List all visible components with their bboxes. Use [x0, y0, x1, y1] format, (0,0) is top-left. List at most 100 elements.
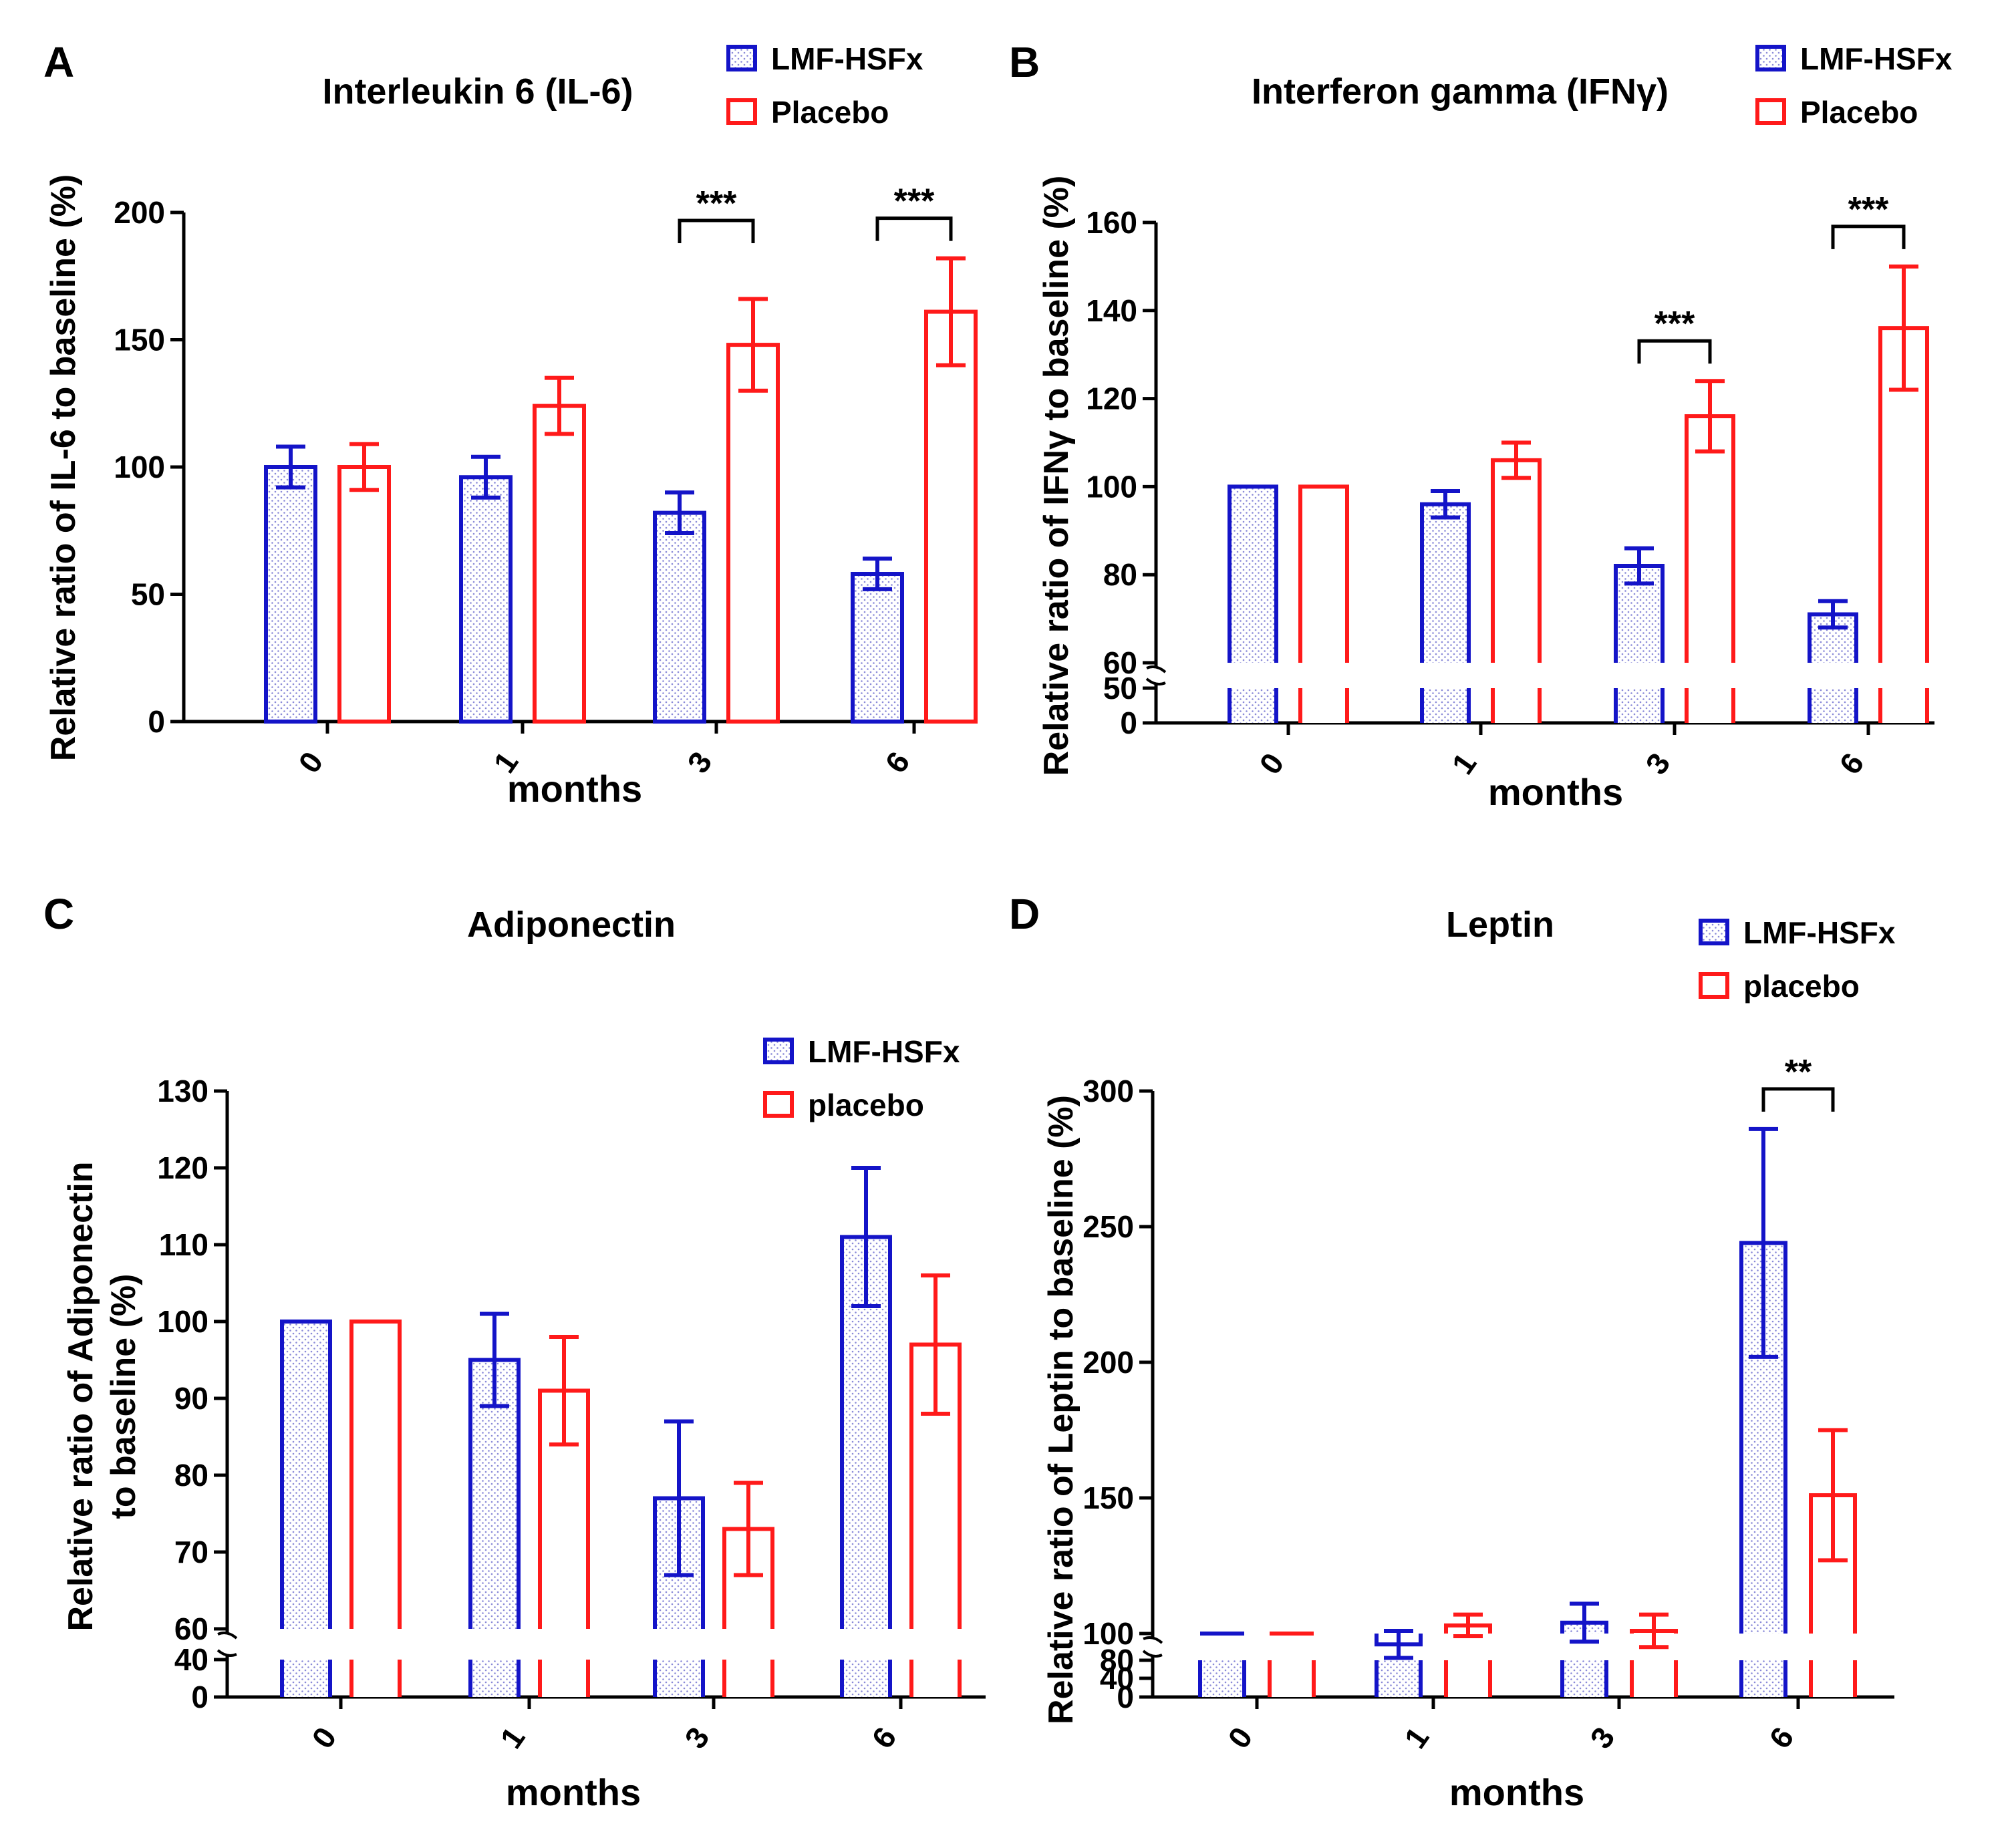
bar-outline	[280, 1320, 332, 1629]
bar-fill	[851, 572, 904, 724]
bar-lmf-m6	[1808, 599, 1858, 723]
bar-fill	[540, 1660, 588, 1697]
x-tick-label: 1	[1445, 746, 1483, 780]
bar-placebo-m6	[1809, 1428, 1857, 1697]
y-axis-title: Relative ratio of Leptin to baseline (%)	[1042, 1095, 1081, 1724]
bar-fill	[1422, 688, 1469, 723]
bar-fill	[1880, 688, 1927, 723]
y-tick-label: 150	[1083, 1481, 1134, 1515]
bar-fill	[282, 1660, 330, 1697]
legend-label: placebo	[1743, 969, 1860, 1004]
bracket-line	[1761, 1087, 1835, 1112]
y-tick-label: 120	[157, 1150, 208, 1185]
bar-placebo-m0	[349, 1320, 402, 1697]
y-tick-label: 140	[1086, 293, 1137, 328]
bar-lmf-m0	[1228, 484, 1278, 723]
panel-a: A Interleukin 6 (IL-6) LMF-HSFx Placebo 0 50 1…	[43, 38, 978, 810]
axis-break-mark	[1146, 665, 1167, 673]
legend: LMF-HSFx Placebo	[1755, 41, 1953, 130]
x-tick-label: 6	[865, 1720, 903, 1754]
bar-lmf-m6	[840, 1166, 892, 1697]
y-tick-label: 120	[1086, 381, 1137, 416]
y-axis-title: Relative ratio of Adiponectin	[61, 1161, 100, 1631]
bar-lmf-m0	[264, 444, 317, 724]
significance-bracket: ***	[875, 182, 953, 241]
bar-lmf-m3	[1560, 1601, 1608, 1697]
panel-c: C AdiponectinLMF-HSFxplacebo0406070809010…	[43, 890, 986, 1813]
y-tick-label: 60	[1103, 645, 1137, 680]
y-tick-label: 40	[1100, 1661, 1134, 1696]
x-axis-title: months	[506, 1771, 641, 1813]
bar-fill	[264, 465, 317, 724]
y-tick-label: 100	[114, 450, 165, 484]
bar-placebo-m3	[722, 1481, 774, 1697]
y-tick-label: 0	[148, 704, 165, 739]
chart-title: Interferon gamma (IFNγ)	[1252, 71, 1669, 112]
y-tick-label: 100	[1083, 1616, 1134, 1651]
significance-bracket: **	[1761, 1053, 1835, 1112]
bracket-line	[678, 218, 755, 243]
y-tick-label: 200	[1083, 1345, 1134, 1380]
panel-b: B Interferon gamma (IFNγ) LMF-HSFx Placebo 0…	[1009, 38, 1953, 813]
bar-fill	[924, 309, 978, 724]
legend-swatch	[726, 98, 757, 125]
chart-title: Adiponectin	[467, 905, 676, 945]
bar-placebo-m3	[726, 297, 780, 724]
legend-swatch	[1755, 98, 1786, 125]
bar-fill	[1230, 688, 1276, 723]
bar-fill	[1562, 1660, 1606, 1697]
y-tick-label: 40	[174, 1642, 208, 1677]
bracket-line	[875, 216, 953, 241]
bar-fill	[459, 475, 513, 724]
y-tick-label: 0	[191, 1680, 208, 1714]
panel-label: A	[43, 38, 74, 86]
legend-swatch	[1699, 919, 1729, 945]
bar-fill	[1687, 688, 1733, 723]
x-axis-title: months	[1449, 1771, 1584, 1813]
bar-fill	[842, 1660, 890, 1697]
axis-break-mark	[1142, 1650, 1163, 1658]
y-tick-label: 80	[1103, 557, 1137, 592]
panel-label: C	[43, 890, 74, 938]
y-tick-label: 80	[1100, 1643, 1134, 1678]
bar-fill	[1493, 460, 1540, 663]
y-tick-label: 80	[174, 1458, 208, 1493]
bar-fill	[653, 510, 706, 724]
x-tick-label: 3	[1583, 1720, 1621, 1754]
bar-outline	[1228, 484, 1278, 663]
x-tick-label: 0	[1221, 1720, 1259, 1754]
legend: LMF-HSFx Placebo	[726, 41, 923, 130]
legend-label: LMF-HSFx	[1743, 915, 1896, 950]
y-axis-title: to baseline (%)	[104, 1274, 143, 1519]
axis-break-mark	[1143, 1636, 1163, 1644]
significance-label: ***	[1654, 305, 1695, 343]
y-tick-label: 60	[174, 1611, 208, 1646]
axis-break-mark	[217, 1649, 237, 1657]
bar-placebo-m6	[924, 256, 978, 724]
x-axis-title: months	[507, 768, 642, 810]
bar-lmf-m1	[459, 454, 513, 724]
bar-fill	[1687, 416, 1733, 663]
bar-lmf-m3	[653, 1419, 705, 1697]
bar-lmf-m6	[851, 557, 904, 724]
bar-placebo-m0	[337, 442, 391, 724]
bar-fill	[1200, 1660, 1244, 1697]
y-tick-label: 160	[1086, 205, 1137, 240]
y-tick-label: 100	[157, 1304, 208, 1339]
y-tick-label: 0	[1117, 1680, 1134, 1714]
bar-fill	[1300, 486, 1347, 663]
panel-label: D	[1009, 890, 1040, 938]
y-tick-label: 150	[114, 323, 165, 357]
bar-placebo-m6	[909, 1273, 962, 1697]
bracket-line	[1831, 224, 1906, 249]
y-tick-label: 50	[131, 577, 165, 612]
bar-fill	[1446, 1660, 1490, 1697]
chart-title: Interleukin 6 (IL-6)	[322, 71, 633, 112]
x-tick-label: 0	[305, 1720, 343, 1754]
significance-label: ***	[894, 182, 935, 221]
legend-swatch	[726, 45, 757, 71]
bar-fill	[655, 1660, 703, 1697]
x-tick-label: 3	[1638, 746, 1677, 780]
bar-placebo-m1	[538, 1335, 590, 1697]
bar-lmf-m3	[1614, 546, 1665, 723]
